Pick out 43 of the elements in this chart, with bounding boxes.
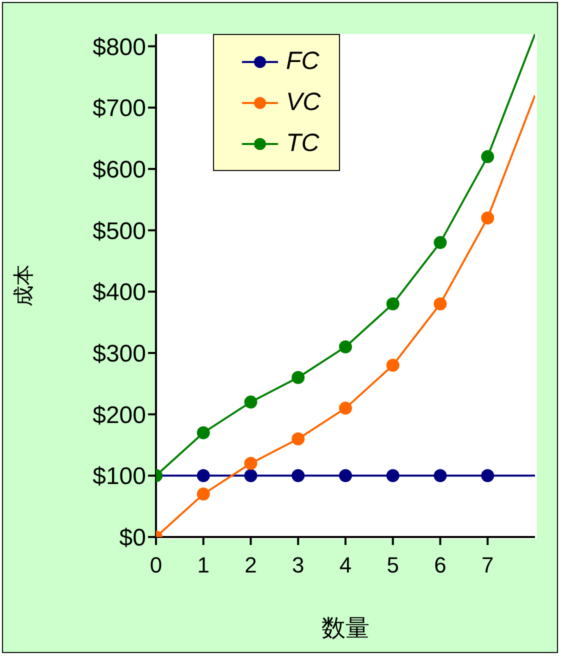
point: [481, 150, 494, 164]
y-tick-label: $300: [92, 340, 146, 368]
x-tick-label: 4: [339, 552, 352, 578]
y-tick-label: $700: [92, 95, 146, 122]
point: [339, 469, 352, 482]
point: [434, 236, 447, 250]
point: [292, 371, 305, 384]
y-tick-label: $200: [92, 402, 146, 429]
y-axis-title: 成本: [12, 264, 36, 306]
y-tick-label: $400: [92, 279, 146, 306]
x-tick-label: 1: [197, 552, 210, 578]
legend-label: FC: [286, 47, 320, 76]
x-axis-title: 数量: [322, 615, 370, 642]
y-tick-label: $0: [119, 524, 146, 552]
point: [481, 469, 494, 482]
point: [244, 396, 258, 409]
point: [196, 488, 210, 501]
legend-label: TC: [286, 129, 320, 158]
legend-label: VC: [286, 88, 321, 117]
point: [386, 297, 400, 310]
x-tick-label: 5: [386, 552, 399, 578]
x-tick-label: 6: [434, 552, 446, 578]
y-tick-label: $600: [92, 156, 146, 184]
point: [196, 426, 210, 440]
point: [481, 212, 494, 225]
x-tick-label: 2: [244, 552, 257, 578]
y-tick-label: $500: [92, 218, 146, 245]
point: [386, 358, 400, 372]
point: [339, 402, 352, 415]
point: [244, 456, 258, 470]
point: [292, 432, 305, 446]
point: [434, 469, 447, 482]
y-tick-label: $100: [92, 463, 146, 490]
point: [244, 469, 258, 482]
point: [339, 340, 352, 354]
y-tick-label: $800: [92, 34, 146, 61]
point: [292, 469, 305, 482]
x-tick-label: 7: [482, 552, 494, 578]
point: [434, 297, 447, 310]
x-tick-label: 0: [150, 552, 162, 578]
point: [386, 469, 400, 482]
x-tick-label: 3: [292, 552, 304, 578]
point: [196, 469, 210, 482]
